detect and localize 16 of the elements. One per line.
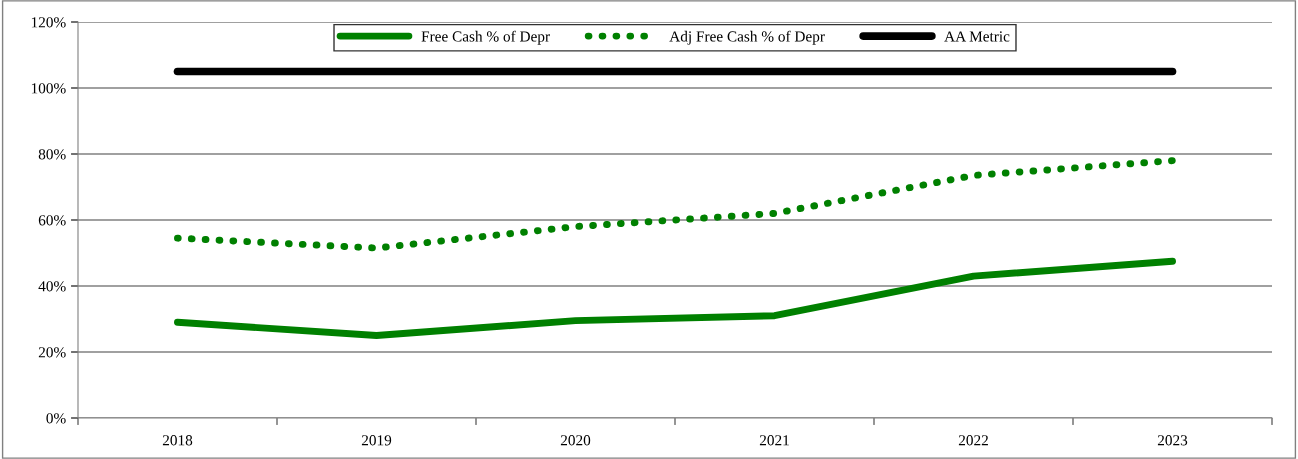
y-tick-label: 120% — [31, 17, 66, 28]
legend-label: Adj Free Cash % of Depr — [669, 30, 825, 45]
x-tick-label: 2019 — [361, 435, 392, 446]
x-tick-label: 2021 — [759, 435, 789, 446]
x-tick-label: 2020 — [560, 435, 591, 446]
y-tick-label: 20% — [38, 347, 66, 358]
y-tick-label: 0% — [46, 413, 66, 424]
y-tick-label: 60% — [38, 215, 66, 226]
legend-label: AA Metric — [944, 31, 1010, 42]
y-tick-label: 100% — [31, 83, 66, 94]
y-tick-label: 80% — [38, 149, 66, 160]
x-tick-label: 2023 — [1157, 435, 1188, 446]
x-tick-label: 2018 — [162, 435, 193, 446]
y-tick-label: 40% — [38, 281, 66, 292]
x-tick-label: 2022 — [958, 435, 988, 446]
legend-label: Free Cash % of Depr — [421, 30, 550, 45]
